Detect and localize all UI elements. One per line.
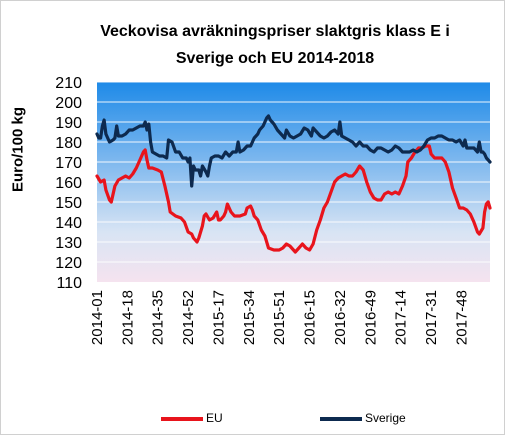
- legend-label-sverige: Sverige: [365, 411, 406, 425]
- y-tick-label: 200: [55, 95, 82, 112]
- x-tick-label: 2017-48: [453, 290, 470, 345]
- chart-title-line-2: Sverige och EU 2014-2018: [175, 50, 375, 67]
- chart-title: Veckovisa avräkningspriser slaktgris kla…: [40, 18, 505, 72]
- y-tick-label: 140: [55, 215, 82, 232]
- x-tick-labels: 2014-01 2014-18 2014-35 2014-52 2015-17 2015-…: [89, 290, 470, 345]
- y-tick-label: 130: [55, 235, 82, 252]
- y-tick-label: 210: [55, 75, 82, 92]
- legend-label-eu: EU: [206, 411, 223, 425]
- y-tick-label: 180: [55, 135, 82, 152]
- x-tick-label: 2015-17: [210, 290, 227, 345]
- legend-swatch-sverige: [320, 416, 362, 421]
- y-tick-label: 170: [55, 155, 82, 172]
- x-tick-label: 2015-51: [271, 290, 288, 345]
- series-lines: [95, 114, 492, 254]
- x-tick-label: 2017-31: [423, 290, 440, 345]
- x-tick-label: 2014-18: [119, 290, 136, 345]
- y-tick-label: 190: [55, 115, 82, 132]
- x-tick-label: 2016-15: [302, 290, 319, 345]
- legend-swatch-eu: [161, 416, 203, 421]
- series-line-sverige: [95, 114, 492, 188]
- x-tick-label: 2016-49: [362, 290, 379, 345]
- chart-title-line-1: Veckovisa avräkningspriser slaktgris kla…: [100, 23, 450, 40]
- x-tick-label: 2014-01: [89, 290, 106, 345]
- y-tick-label: 120: [55, 255, 82, 272]
- series-line-eu: [95, 144, 492, 254]
- x-tick-label: 2014-52: [180, 290, 197, 345]
- x-tick-label: 2017-14: [393, 290, 410, 345]
- legend-item-sverige: Sverige: [320, 411, 406, 425]
- y-tick-label: 110: [56, 275, 82, 292]
- y-tick-label: 160: [55, 175, 82, 192]
- y-tick-labels: 110 120 130 140 150 160 170 180 190 200 210: [55, 75, 82, 292]
- y-tick-label: 150: [55, 195, 82, 212]
- x-tick-label: 2015-34: [241, 290, 258, 345]
- x-tick-label: 2014-35: [150, 290, 167, 345]
- x-tick-label: 2016-32: [332, 290, 349, 345]
- legend-item-eu: EU: [161, 411, 223, 425]
